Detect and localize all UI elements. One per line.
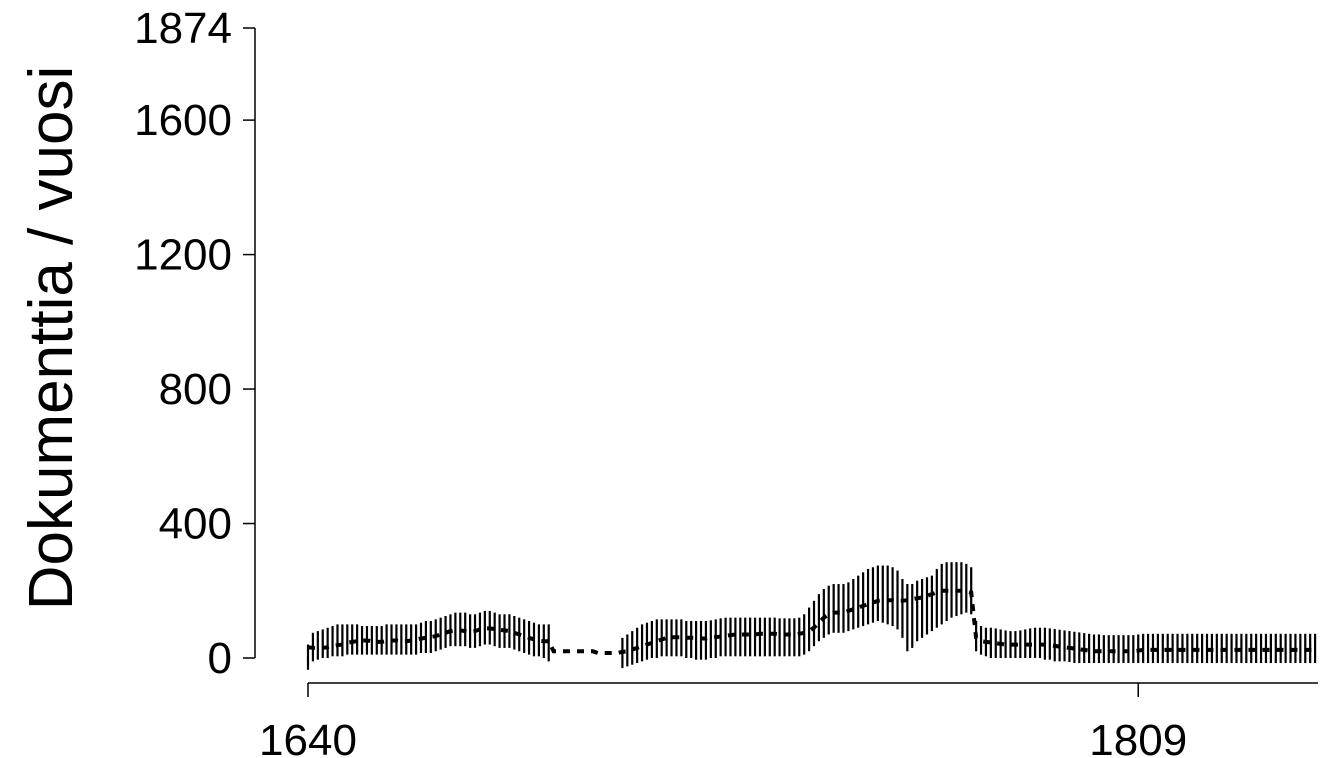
y-tick-label-5: 1874 (134, 4, 232, 53)
y-tick-label-0: 0 (208, 634, 232, 683)
series-line-0 (307, 588, 1316, 655)
y-tick-label-2: 800 (159, 365, 232, 414)
y-tick-label-3: 1200 (134, 231, 232, 280)
x-axis: 1640 1809 (259, 682, 1318, 758)
y-tick-label-1: 400 (159, 500, 232, 549)
plot-area (306, 562, 1317, 670)
y-axis-label: Dokumenttia / vuosi (17, 66, 86, 610)
x-tick-label-0: 1640 (259, 716, 357, 758)
x-tick-label-1: 1809 (1089, 716, 1187, 758)
y-axis: 0 400 800 1200 1600 1874 (134, 4, 256, 683)
y-tick-label-4: 1600 (134, 96, 232, 145)
